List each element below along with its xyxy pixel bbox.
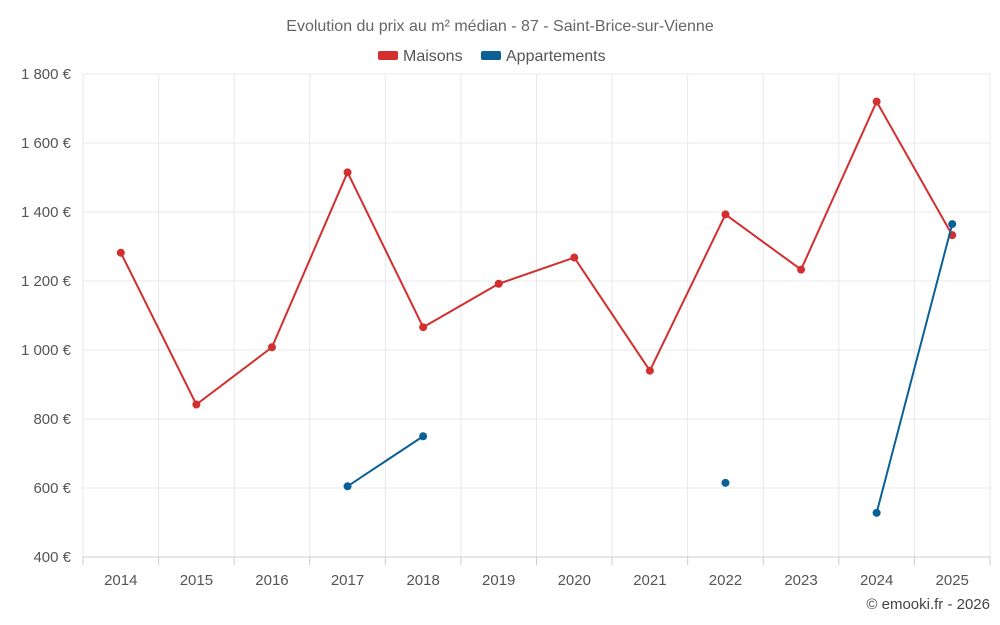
data-point-maisons[interactable] — [116, 248, 125, 257]
legend-swatch-maisons — [378, 51, 398, 60]
x-tick-label: 2018 — [406, 572, 439, 589]
legend-swatch-appartements — [481, 51, 501, 60]
series-maisons — [116, 97, 957, 409]
data-point-appartements[interactable] — [419, 432, 428, 441]
x-tick-label: 2020 — [558, 572, 591, 589]
x-tick-label: 2014 — [104, 572, 137, 589]
data-point-maisons[interactable] — [494, 279, 503, 288]
data-point-appartements[interactable] — [721, 478, 730, 487]
data-point-maisons[interactable] — [267, 343, 276, 352]
legend: Maisons Appartements — [378, 48, 606, 65]
data-point-appartements[interactable] — [872, 508, 881, 517]
data-point-maisons[interactable] — [721, 210, 730, 219]
data-point-maisons[interactable] — [645, 366, 654, 375]
series-line-maisons — [119, 100, 954, 406]
x-tick-label: 2019 — [482, 572, 515, 589]
series-line-appartements — [875, 223, 954, 514]
legend-item-appartements[interactable]: Appartements — [481, 48, 606, 65]
data-point-maisons[interactable] — [343, 168, 352, 177]
data-point-maisons[interactable] — [797, 265, 806, 274]
chart-title: Evolution du prix au m² médian - 87 - Sa… — [286, 18, 714, 35]
data-point-maisons[interactable] — [419, 323, 428, 332]
data-point-maisons[interactable] — [872, 97, 881, 106]
credit-text: © emooki.fr - 2026 — [866, 596, 990, 613]
legend-label-maisons: Maisons — [403, 48, 463, 65]
data-point-appartements[interactable] — [343, 482, 352, 491]
x-tick-label: 2021 — [633, 572, 666, 589]
y-tick-label: 1 600 € — [21, 135, 72, 152]
series-appartements — [343, 220, 957, 517]
x-tick-label: 2023 — [784, 572, 817, 589]
y-tick-label: 1 000 € — [21, 342, 72, 359]
x-tick-label: 2024 — [860, 572, 893, 589]
y-tick-label: 1 400 € — [21, 204, 72, 221]
y-tick-label: 400 € — [33, 549, 71, 566]
x-tick-label: 2016 — [255, 572, 288, 589]
y-axis-ticks: 400 € 600 € 800 € 1 000 € 1 200 € 1 400 € 1 60… — [21, 66, 72, 566]
series-layer — [116, 97, 957, 517]
data-point-maisons[interactable] — [570, 253, 579, 262]
y-tick-label: 800 € — [33, 411, 71, 428]
y-tick-label: 1 200 € — [21, 273, 72, 290]
series-line-appartements — [346, 435, 425, 488]
legend-label-appartements: Appartements — [506, 48, 606, 65]
data-point-maisons[interactable] — [192, 400, 201, 409]
y-tick-label: 1 800 € — [21, 66, 72, 83]
data-point-appartements[interactable] — [948, 220, 957, 229]
gridlines — [82, 73, 991, 565]
x-tick-label: 2025 — [936, 572, 969, 589]
legend-item-maisons[interactable]: Maisons — [378, 48, 463, 65]
x-tick-label: 2015 — [180, 572, 213, 589]
x-axis-ticks: 2014 2015 2016 2017 2018 2019 2020 2021 2022 2023… — [104, 572, 969, 589]
x-tick-label: 2022 — [709, 572, 742, 589]
x-tick-label: 2017 — [331, 572, 364, 589]
y-tick-label: 600 € — [33, 480, 71, 497]
